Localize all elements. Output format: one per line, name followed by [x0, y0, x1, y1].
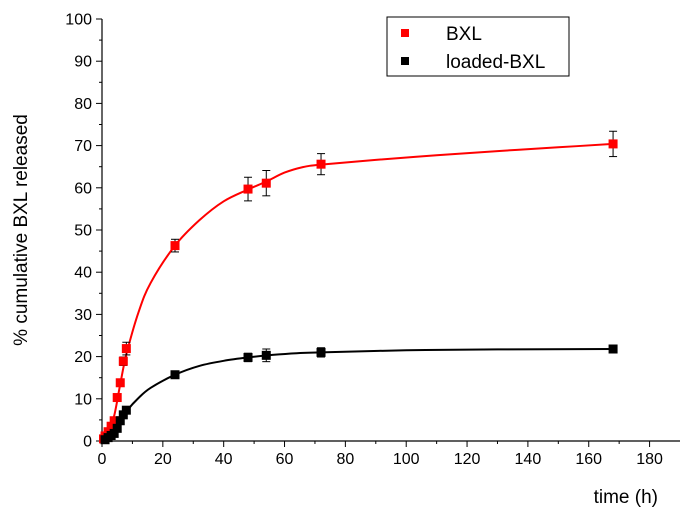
data-point — [243, 184, 253, 194]
y-tick-label: 50 — [74, 223, 92, 240]
legend-label-bxl: BXL — [446, 24, 482, 45]
data-point — [121, 344, 131, 354]
y-axis-label: % cumulative BXL released — [11, 114, 32, 346]
data-point — [316, 347, 326, 357]
y-tick-label: 40 — [74, 265, 92, 282]
data-point — [106, 421, 116, 431]
data-point — [118, 356, 128, 366]
data-point — [121, 405, 131, 415]
x-tick-label: 120 — [454, 451, 481, 468]
x-tick-label: 0 — [98, 451, 107, 468]
data-point — [118, 410, 128, 420]
data-point — [243, 352, 253, 362]
x-tick-label: 20 — [154, 451, 172, 468]
x-tick-label: 160 — [575, 451, 602, 468]
data-point — [261, 178, 271, 188]
fit-curves — [101, 142, 614, 442]
x-tick-label: 140 — [515, 451, 542, 468]
legend-marker-bxl — [401, 29, 409, 37]
y-tick-label: 70 — [74, 138, 92, 155]
data-point — [115, 378, 125, 388]
y-tick-label: 0 — [83, 434, 92, 451]
data-points — [99, 139, 618, 445]
y-tick-label: 90 — [74, 54, 92, 71]
x-tick-label: 60 — [276, 451, 294, 468]
data-point — [109, 416, 119, 426]
legend-box — [386, 16, 570, 77]
data-point — [170, 241, 180, 251]
fit-curve-1 — [101, 348, 614, 442]
legend: BXL loaded-BXL — [386, 16, 570, 77]
data-point — [112, 393, 122, 403]
data-point — [170, 370, 180, 380]
tick-labels: 0 10 20 30 40 50 60 70 80 90 100 0 20 40 60 80 100 120 140… — [65, 12, 663, 469]
x-tick-label: 100 — [393, 451, 420, 468]
data-point — [115, 416, 125, 426]
y-tick-label: 60 — [74, 180, 92, 197]
y-tick-label: 30 — [74, 307, 92, 324]
data-point — [316, 159, 326, 169]
data-point — [608, 344, 618, 354]
error-bars — [99, 130, 618, 442]
y-tick-label: 20 — [74, 349, 92, 366]
data-point — [608, 139, 618, 149]
x-axis-label: time (h) — [594, 487, 658, 508]
data-point — [261, 350, 271, 360]
x-tick-label: 180 — [636, 451, 663, 468]
y-tick-label: 10 — [74, 391, 92, 408]
data-point — [112, 423, 122, 433]
fit-curve-0 — [101, 142, 614, 442]
tick-marks — [96, 18, 651, 447]
legend-marker-loaded-bxl — [401, 57, 409, 65]
x-tick-label: 40 — [215, 451, 233, 468]
x-tick-label: 80 — [336, 451, 354, 468]
legend-label-loaded-bxl: loaded-BXL — [446, 52, 545, 73]
y-tick-label: 80 — [74, 96, 92, 113]
y-tick-label: 100 — [65, 12, 92, 29]
data-point — [109, 428, 119, 438]
